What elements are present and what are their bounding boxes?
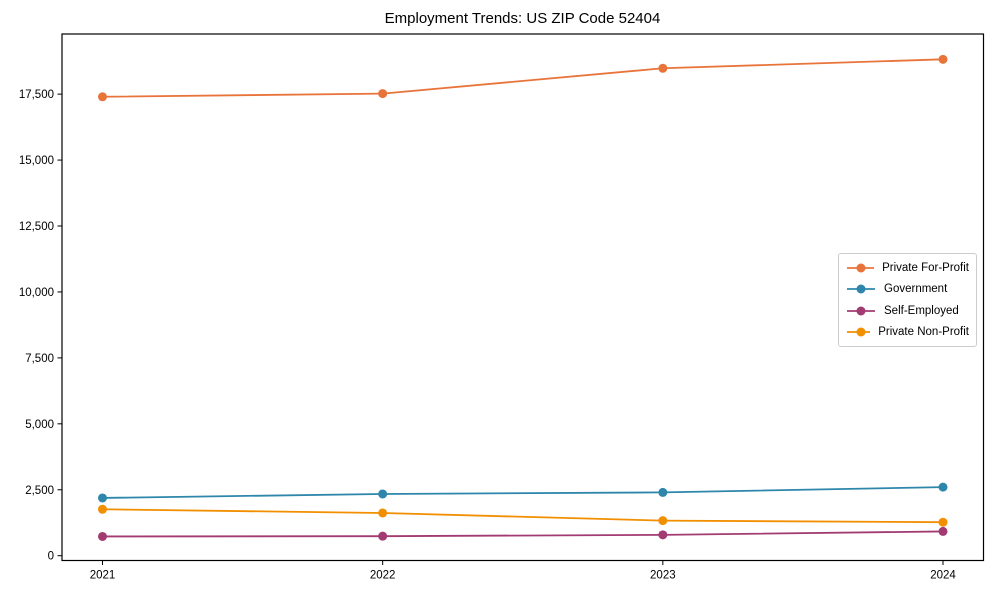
data-point-government-2022 [378,489,388,499]
data-point-private-non-profit-2022 [378,508,388,518]
data-point-private-non-profit-2023 [658,516,668,526]
data-point-self-employed-2023 [658,530,668,540]
y-axis-tick-label: 0 [48,551,54,563]
plot-border [61,33,985,562]
legend-swatch-icon [847,284,875,294]
legend-label: Government [884,283,948,296]
legend-item-government: Government [846,279,969,300]
data-point-private-non-profit-2024 [938,517,948,527]
legend-label: Private Non-Profit [878,326,969,339]
chart-title: Employment Trends: US ZIP Code 52404 [384,10,661,27]
data-point-government-2023 [658,487,668,497]
series-line-self-employed [102,530,944,538]
series-line-private-for-profit [102,58,944,98]
y-axis-tick-label: 5,000 [25,419,54,431]
y-axis-tick-label: 15,000 [19,155,54,167]
data-point-self-employed-2022 [378,531,388,541]
y-axis-tick-label: 17,500 [19,89,54,101]
data-point-private-for-profit-2022 [378,89,388,99]
x-axis-tick-label: 2021 [90,570,116,582]
data-point-government-2024 [938,482,948,492]
legend-item-private-for-profit: Private For-Profit [846,257,969,278]
data-point-private-for-profit-2024 [938,54,948,64]
x-axis-tick-label: 2023 [650,570,676,582]
data-point-self-employed-2021 [98,531,107,541]
legend-swatch-icon [847,306,875,316]
data-point-private-non-profit-2021 [98,504,107,514]
x-axis-tick-label: 2022 [370,570,396,582]
legend-label: Private For-Profit [882,261,969,274]
legend-item-private-non-profit: Private Non-Profit [846,322,969,343]
data-point-private-for-profit-2023 [658,63,668,73]
y-axis-tick-label: 2,500 [25,485,54,497]
y-axis-tick-label: 12,500 [19,221,54,233]
y-axis-tick-label: 10,000 [19,287,54,299]
legend-label: Self-Employed [884,304,959,317]
y-axis-tick-label: 7,500 [25,353,54,365]
legend: Private For-Profit Government Self-Emplo… [838,253,977,347]
legend-swatch-icon [847,327,871,337]
data-point-self-employed-2024 [938,526,948,536]
legend-swatch-icon [847,263,875,273]
x-axis-tick-label: 2024 [930,570,956,582]
series-line-private-non-profit [102,508,944,524]
data-point-private-for-profit-2021 [98,92,107,102]
series-line-government [102,486,944,499]
data-point-government-2021 [98,493,107,503]
legend-item-self-employed: Self-Employed [846,300,969,321]
